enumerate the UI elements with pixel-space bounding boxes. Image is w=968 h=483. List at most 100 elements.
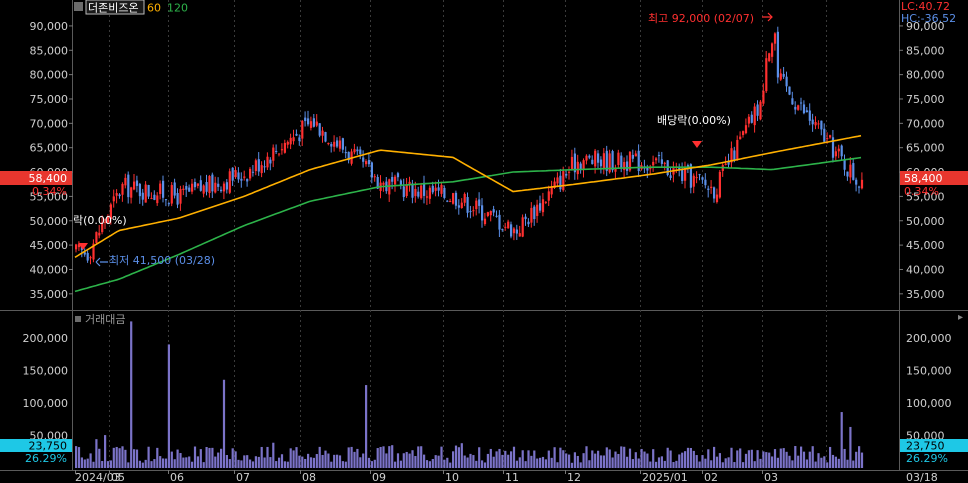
volume-bar (266, 446, 269, 468)
volume-bar (385, 453, 388, 468)
candle-body (318, 123, 321, 136)
candle-body (324, 132, 327, 142)
candle-body (715, 194, 719, 203)
volume-bar (315, 454, 318, 468)
volume-bar (623, 446, 626, 468)
volume-bar (556, 462, 559, 468)
volume-bar (298, 455, 301, 468)
price-tick-label: 90,000 (906, 20, 945, 33)
volume-bar (678, 454, 681, 468)
candle-body (173, 182, 176, 196)
candle-body (533, 206, 536, 220)
candle-body (527, 221, 530, 225)
volume-bar (95, 439, 98, 468)
volume-bar (489, 448, 492, 468)
volume-bar (657, 457, 661, 468)
candle-body (443, 187, 446, 198)
candles (75, 26, 864, 265)
volume-bar (742, 462, 745, 468)
volume-tick-label: 150,000 (23, 365, 69, 378)
volume-bar (336, 454, 339, 468)
volume-bar (214, 456, 217, 468)
candle-body (217, 183, 220, 187)
volume-bar (159, 456, 162, 468)
volume-bar (208, 447, 211, 468)
volume-bar (173, 459, 176, 468)
candle-body (744, 125, 748, 134)
candle-body (823, 128, 826, 142)
candle-body (272, 147, 275, 161)
volume-bar (257, 456, 260, 468)
stock-name-box[interactable] (85, 0, 145, 15)
candle-body (83, 252, 86, 255)
volume-bar (568, 454, 571, 468)
volume-bar (312, 457, 315, 468)
candle-body (304, 117, 307, 122)
candle-body (191, 183, 194, 192)
volume-bar (701, 455, 704, 468)
volume-bar (724, 458, 727, 468)
volume-bar (713, 446, 716, 468)
candle-body (536, 204, 539, 216)
volume-bar (251, 461, 255, 468)
candle-body (237, 172, 240, 180)
price-tick-label: 80,000 (30, 69, 69, 82)
candle-body (307, 118, 310, 125)
volume-bar (176, 449, 179, 468)
volume-bar (779, 448, 782, 468)
candle-body (164, 199, 168, 201)
volume-bar (423, 454, 426, 468)
volume-bar (739, 448, 742, 468)
volume-bar (452, 451, 455, 468)
volume-bar (289, 448, 292, 468)
volume-bar (353, 451, 356, 468)
candle-body (182, 188, 185, 190)
candle-body (75, 244, 78, 250)
volume-bar (591, 450, 594, 468)
volume-bar (121, 446, 124, 468)
candle-body (602, 153, 605, 170)
candle-body (101, 222, 104, 233)
candle-body (858, 186, 861, 188)
price-tick-label: 50,000 (30, 215, 69, 228)
scroll-right-icon[interactable]: ▸ (958, 312, 963, 323)
volume-bar (797, 455, 800, 468)
candle-body (77, 244, 81, 248)
candle-body (118, 194, 121, 197)
candle-body (512, 228, 516, 234)
candle-body (309, 121, 313, 128)
volume-bar (402, 453, 405, 468)
volume-bar (718, 453, 721, 468)
volume-bar (411, 450, 414, 468)
candle-body (829, 135, 832, 138)
candle-body (437, 187, 440, 191)
volume-bar (405, 451, 408, 468)
candle-body (408, 181, 411, 185)
candle-body (831, 137, 835, 158)
candle-body (582, 160, 585, 170)
volume-bar (130, 321, 133, 468)
candle-body (394, 176, 397, 185)
volume-bar (272, 442, 275, 468)
candle-body (150, 198, 153, 200)
candle-body (382, 182, 385, 185)
candle-body (428, 187, 431, 199)
candle-body (501, 229, 504, 231)
candle-body (214, 182, 217, 193)
volume-bar (768, 452, 771, 468)
volume-bar (231, 448, 234, 468)
volume-bar (536, 458, 539, 468)
candle-body (420, 185, 423, 199)
candle-body (167, 203, 170, 205)
volume-bar (307, 453, 310, 468)
volume-bars (75, 321, 864, 468)
volume-bar (562, 450, 565, 468)
candle-body (330, 143, 333, 147)
volume-bar (417, 446, 420, 468)
volume-bar (80, 457, 83, 468)
date-tick-label: 12 (567, 471, 581, 483)
volume-bar (736, 450, 739, 468)
volume-bar (608, 449, 611, 468)
candle-body (759, 101, 762, 120)
candle-body (283, 142, 286, 153)
